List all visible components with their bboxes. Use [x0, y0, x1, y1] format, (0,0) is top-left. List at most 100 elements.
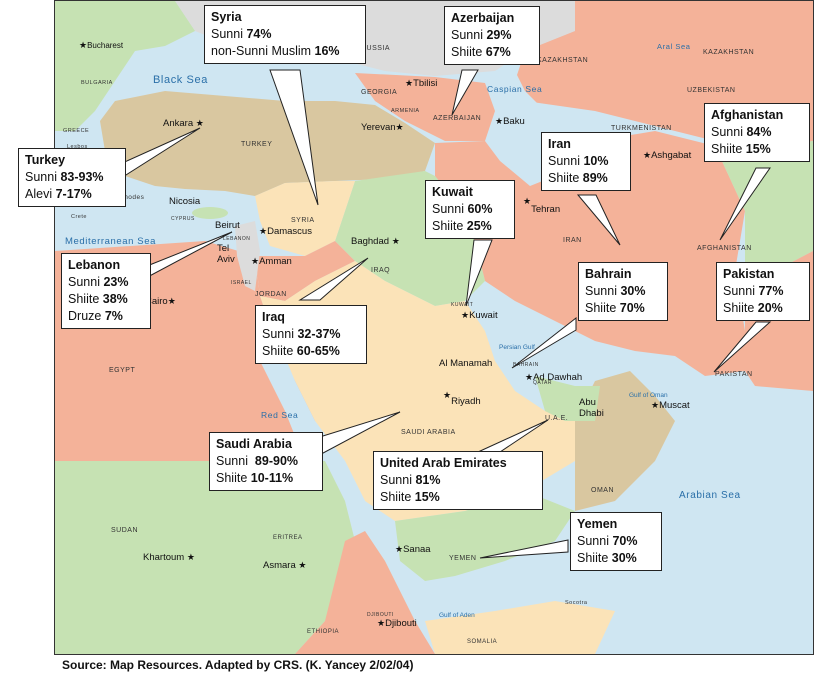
label-armenia: ARMENIA — [391, 108, 420, 114]
capital-star-icon: ★ — [298, 560, 307, 570]
capital-star-icon: ★ — [523, 196, 532, 206]
city-tehran: ★Tehran — [523, 196, 561, 215]
capital-star-icon: ★ — [495, 116, 504, 126]
label-bahrain: BAHRAIN — [513, 362, 539, 368]
callout-iran: Iran Sunni 10% Shiite 89% — [541, 132, 631, 191]
capital-star-icon: ★ — [443, 390, 452, 400]
label-azerbaijan: AZERBAIJAN — [433, 115, 482, 122]
label-ethiopia: ETHIOPIA — [307, 629, 340, 635]
label-lebanon: LEBANON — [223, 236, 251, 242]
ethiopia-shape — [295, 531, 435, 654]
callout-line: Sunni 30% — [585, 284, 646, 298]
label-syria: SYRIA — [291, 217, 315, 224]
label-djibouti: DJIBOUTI — [367, 612, 394, 618]
sudan-shape — [55, 461, 355, 654]
city-al-manamah: Al Manamah — [439, 358, 493, 369]
uae-shape — [535, 376, 600, 421]
callout-azerbaijan: Azerbaijan Sunni 29% Shiite 67% — [444, 6, 540, 65]
city-nicosia: Nicosia — [169, 196, 201, 207]
city-khartoum: Khartoum ★ — [143, 552, 195, 563]
label-persian-gulf: Persian Gulf — [499, 344, 535, 351]
callout-line: non-Sunni Muslim 16% — [211, 44, 340, 58]
map: RUSSIA KAZAKHSTAN KAZAKHSTAN UZBEKISTAN … — [54, 0, 814, 655]
capital-star-icon: ★ — [643, 150, 652, 160]
callout-line: Sunni 83-93% — [25, 170, 104, 184]
city-yerevan: Yerevan★ — [361, 122, 404, 133]
city-abu-dhabi: Abu Dhabi — [579, 397, 604, 419]
capital-star-icon: ★ — [391, 236, 400, 246]
oman-shape — [575, 371, 675, 511]
callout-line: Shiite 15% — [711, 142, 771, 156]
callout-line: Sunni 84% — [711, 125, 772, 139]
label-kazakhstan: KAZAKHSTAN — [537, 57, 589, 64]
capital-star-icon: ★ — [259, 226, 268, 236]
capital-star-icon: ★ — [525, 372, 534, 382]
city-tel-aviv: Tel Aviv — [217, 243, 235, 265]
callout-bahrain: Bahrain Sunni 30% Shiite 70% — [578, 262, 668, 321]
capital-star-icon: ★ — [195, 118, 204, 128]
callout-line: Sunni 70% — [577, 534, 638, 548]
capital-star-icon: ★ — [167, 296, 176, 306]
callout-line: Shiite 15% — [380, 490, 440, 504]
levant-shape — [235, 221, 260, 291]
capital-star-icon: ★ — [651, 400, 660, 410]
label-uae: U.A.E. — [545, 415, 569, 422]
label-kazakhstan-east: KAZAKHSTAN — [703, 49, 755, 56]
label-eritrea: ERITREA — [273, 535, 303, 541]
capital-star-icon: ★ — [405, 78, 414, 88]
label-qatar: QATAR — [533, 380, 552, 386]
label-gulf-of-oman: Gulf of Oman — [629, 392, 668, 399]
callout-title: Afghanistan — [711, 108, 784, 122]
label-israel: ISRAEL — [231, 280, 252, 286]
capital-star-icon: ★ — [79, 40, 88, 50]
city-djibouti: ★Djibouti — [377, 618, 417, 629]
balkans-region — [55, 1, 195, 131]
label-turkmenistan: TURKMENISTAN — [611, 125, 672, 132]
label-cyprus: CYPRUS — [171, 216, 195, 222]
callout-line: Shiite 67% — [451, 45, 511, 59]
callout-line: Sunni 81% — [380, 473, 441, 487]
callout-title: Bahrain — [585, 267, 632, 281]
label-red-sea: Red Sea — [261, 410, 299, 420]
label-russia: RUSSIA — [361, 45, 391, 52]
callout-line: Shiite 89% — [548, 171, 608, 185]
callout-title: Iraq — [262, 310, 285, 324]
label-black-sea: Black Sea — [153, 74, 208, 86]
callout-uae: United Arab Emirates Sunni 81% Shiite 15… — [373, 451, 543, 510]
label-crete: Crete — [71, 214, 87, 220]
city-tbilisi: ★Tbilisi — [405, 78, 438, 89]
callout-line: Shiite 30% — [577, 551, 637, 565]
callout-title: Syria — [211, 10, 242, 24]
label-jordan: JORDAN — [255, 291, 287, 298]
label-gulf-of-aden: Gulf of Aden — [439, 612, 475, 619]
callout-title: Saudi Arabia — [216, 437, 292, 451]
callout-saudi-arabia: Saudi Arabia Sunni 89-90% Shiite 10-11% — [209, 432, 323, 491]
city-asmara: Asmara ★ — [263, 560, 307, 571]
label-rhodes: Rhodes — [119, 194, 145, 201]
callout-line: Sunni 32-37% — [262, 327, 341, 341]
callout-title: Kuwait — [432, 185, 473, 199]
label-mediterranean-sea: Mediterranean Sea — [65, 236, 157, 247]
label-greece: GREECE — [63, 128, 90, 134]
label-pakistan: PAKISTAN — [715, 371, 753, 378]
callout-line: Shiite 60-65% — [262, 344, 340, 358]
city-baghdad: Baghdad ★ — [351, 236, 400, 247]
callout-syria: Syria Sunni 74% non-Sunni Muslim 16% — [204, 5, 366, 64]
callout-line: Sunni 10% — [548, 154, 609, 168]
callout-afghanistan: Afghanistan Sunni 84% Shiite 15% — [704, 103, 810, 162]
capital-star-icon: ★ — [186, 552, 195, 562]
callout-line: Shiite 38% — [68, 292, 128, 306]
callout-line: Alevi 7-17% — [25, 187, 92, 201]
label-afghanistan: AFGHANISTAN — [697, 245, 752, 252]
source-caption: Source: Map Resources. Adapted by CRS. (… — [62, 658, 414, 672]
callout-line: Sunni 60% — [432, 202, 493, 216]
label-turkey: TURKEY — [241, 141, 273, 148]
callout-line: Shiite 70% — [585, 301, 645, 315]
callout-title: Yemen — [577, 517, 618, 531]
callout-line: Sunni 89-90% — [216, 454, 299, 468]
city-ashgabat: ★Ashgabat — [643, 150, 692, 161]
label-iran: IRAN — [563, 237, 582, 244]
label-uzbekistan: UZBEKISTAN — [687, 87, 736, 94]
city-sanaa: ★Sanaa — [395, 544, 431, 555]
callout-title: Iran — [548, 137, 571, 151]
